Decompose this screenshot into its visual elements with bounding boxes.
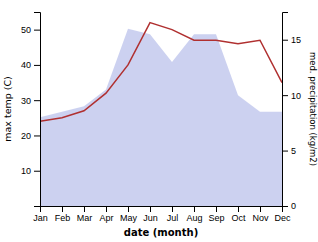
tick-mark (194, 206, 195, 212)
axis-line (283, 13, 289, 207)
tick-label: 10 (291, 91, 301, 101)
tick: 30 (21, 96, 40, 106)
tick-label: Mar (77, 213, 93, 223)
tick-mark (172, 206, 173, 212)
y2-axis: 0 5 10 15 (282, 13, 301, 212)
y-axis-title: max temp (C) (2, 76, 13, 142)
tick-label: Sep (208, 213, 224, 223)
tick: Oct (231, 206, 246, 223)
tick-mark (34, 65, 40, 66)
tick-label: Oct (231, 213, 246, 223)
tick-label: 10 (21, 166, 31, 176)
tick-mark (106, 206, 107, 212)
tick-mark (238, 206, 239, 212)
tick-label: Nov (252, 213, 269, 223)
tick: 40 (21, 60, 40, 70)
tick-mark (34, 30, 40, 31)
tick-mark (34, 100, 40, 101)
tick: Feb (55, 206, 71, 223)
tick-mark (260, 206, 261, 212)
tick: 10 (21, 166, 40, 176)
tick-mark (34, 171, 40, 172)
tick-mark (62, 206, 63, 212)
tick-label: Dec (274, 213, 291, 223)
tick-mark (282, 95, 288, 96)
tick: 5 (282, 146, 296, 156)
tick: 0 (282, 201, 296, 211)
tick-mark (150, 206, 151, 212)
tick-mark (282, 151, 288, 152)
x-axis-title: date (month) (124, 227, 198, 238)
marks (40, 23, 282, 206)
tick-label: 30 (21, 96, 31, 106)
tick-label: 40 (21, 60, 31, 70)
tick-label: 50 (21, 25, 31, 35)
tick: 50 (21, 25, 40, 35)
tick-label: 15 (291, 35, 301, 45)
tick-label: Jul (167, 213, 179, 223)
tick-label: Jan (33, 213, 48, 223)
tick-mark (282, 40, 288, 41)
tick-mark (34, 135, 40, 136)
tick: 10 (282, 91, 301, 101)
precipitation-area (40, 29, 282, 206)
tick: Jul (167, 206, 179, 223)
tick: Jun (143, 206, 158, 223)
tick-label: 20 (21, 131, 31, 141)
tick: 20 (21, 131, 40, 141)
tick-mark (216, 206, 217, 212)
tick: Dec (274, 206, 291, 223)
chart: Jan Feb Mar Apr May Jun Jul Aug Sep Oct Nov Dec 10 20… (0, 0, 318, 242)
y-axis: 10 20 30 40 50 (21, 13, 41, 207)
x-axis: Jan Feb Mar Apr May Jun Jul Aug Sep Oct Nov Dec (33, 206, 291, 223)
temperature-line (40, 23, 282, 122)
tick-label: Feb (55, 213, 71, 223)
tick: Sep (208, 206, 224, 223)
tick: Mar (77, 206, 93, 223)
axis-line (41, 207, 283, 213)
tick-mark (128, 206, 129, 212)
tick-label: 5 (291, 146, 296, 156)
tick-label: 0 (291, 201, 296, 211)
tick-mark (282, 206, 288, 207)
tick-mark (84, 206, 85, 212)
tick: Aug (186, 206, 202, 223)
tick: 15 (282, 35, 301, 45)
tick: Nov (252, 206, 269, 223)
tick-label: May (120, 213, 138, 223)
y2-axis-title: med. precipitation (kg/m2) (308, 52, 318, 166)
tick: Jan (33, 206, 48, 223)
tick-label: Aug (186, 213, 202, 223)
tick-label: Jun (143, 213, 158, 223)
tick-label: Apr (99, 213, 113, 223)
axis-line (34, 13, 41, 207)
tick: Apr (99, 206, 113, 223)
plot-area: Jan Feb Mar Apr May Jun Jul Aug Sep Oct Nov Dec 10 20… (21, 13, 301, 224)
tick: May (120, 206, 138, 223)
